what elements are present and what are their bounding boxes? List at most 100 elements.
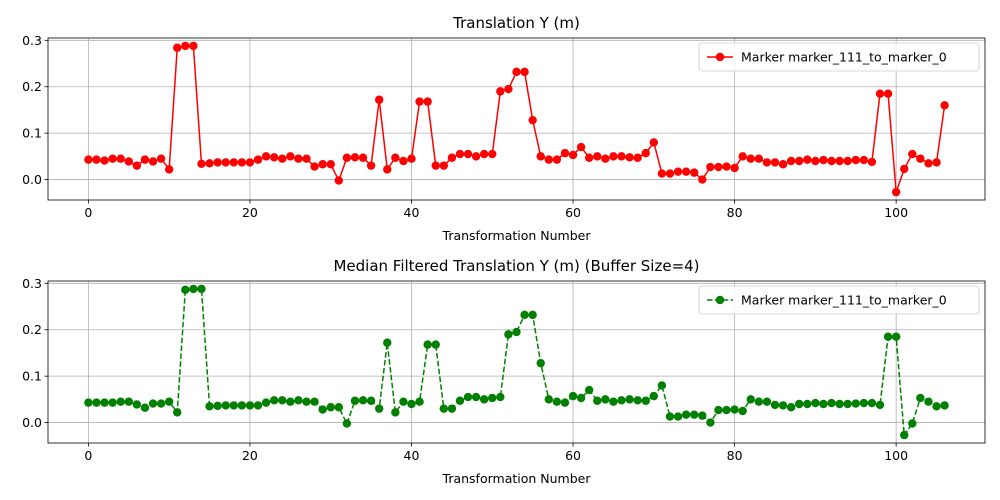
data-point — [383, 338, 392, 347]
legend-label: Marker marker_111_to_marker_0 — [741, 293, 947, 308]
data-point — [625, 395, 634, 404]
data-point — [407, 399, 416, 409]
data-point — [641, 148, 650, 158]
data-point — [140, 155, 150, 164]
data-point — [746, 154, 755, 163]
data-point — [302, 154, 311, 163]
data-point — [366, 396, 376, 405]
data-point — [544, 155, 554, 164]
data-point — [819, 399, 828, 409]
data-point — [851, 399, 860, 408]
data-point — [875, 400, 885, 410]
data-point — [738, 406, 747, 416]
data-point — [197, 284, 206, 294]
data-point — [851, 155, 860, 165]
data-point — [584, 153, 594, 162]
data-point — [536, 152, 545, 161]
data-point — [657, 169, 667, 178]
data-point — [342, 419, 352, 428]
data-point — [552, 155, 562, 164]
data-point — [181, 285, 190, 295]
data-point — [423, 97, 432, 106]
data-point — [173, 43, 182, 52]
data-point — [770, 158, 780, 167]
legend-label: Marker marker_111_to_marker_0 — [741, 50, 947, 65]
data-point — [278, 154, 287, 163]
data-point — [722, 405, 731, 415]
data-point — [584, 385, 594, 395]
data-point — [100, 398, 109, 407]
data-point — [795, 399, 804, 409]
data-point — [318, 160, 327, 169]
legend: Marker marker_111_to_marker_0 — [698, 285, 980, 315]
data-point — [124, 157, 133, 166]
x-tick-label: 60 — [565, 448, 581, 463]
x-tick-label: 100 — [884, 448, 908, 463]
data-point — [681, 167, 691, 176]
data-point — [463, 392, 473, 402]
data-point — [617, 396, 626, 405]
x-tick-label: 60 — [565, 205, 581, 220]
data-point — [827, 156, 836, 166]
data-point — [366, 161, 376, 170]
data-point — [164, 165, 174, 174]
data-point — [835, 399, 844, 409]
data-point — [786, 156, 796, 166]
data-point — [447, 153, 457, 162]
data-point — [593, 152, 602, 161]
data-point — [681, 410, 691, 419]
data-point — [520, 67, 529, 77]
data-point — [811, 398, 820, 408]
data-point — [334, 176, 343, 185]
data-point — [100, 156, 109, 165]
data-point — [148, 157, 158, 166]
data-point — [940, 101, 949, 110]
chart-title: Translation Y (m) — [452, 14, 580, 32]
x-tick-label: 100 — [884, 205, 908, 220]
data-point — [479, 395, 489, 404]
data-point — [471, 392, 481, 402]
data-point — [245, 158, 255, 167]
data-point — [633, 396, 642, 405]
data-point — [690, 168, 699, 177]
data-point — [342, 153, 352, 162]
data-point — [391, 153, 400, 162]
data-point — [156, 154, 166, 163]
data-point — [221, 158, 230, 167]
y-tick-label: 0.3 — [22, 33, 42, 48]
data-point — [932, 158, 941, 167]
data-point — [350, 153, 360, 162]
x-tick-label: 40 — [404, 448, 420, 463]
data-point — [673, 412, 683, 421]
data-point — [245, 401, 255, 410]
y-tick-label: 0.2 — [22, 79, 42, 94]
y-tick-label: 0.1 — [22, 369, 42, 384]
x-tick-label: 0 — [84, 205, 92, 220]
data-point — [116, 397, 125, 406]
data-point — [698, 411, 707, 420]
data-point — [576, 142, 586, 152]
data-point — [84, 398, 93, 407]
x-axis-label: Transformation Number — [442, 471, 592, 486]
data-point — [512, 327, 521, 337]
data-point — [310, 397, 319, 406]
data-point — [916, 154, 925, 163]
x-tick-label: 0 — [84, 448, 92, 463]
data-point — [924, 159, 933, 168]
data-point — [714, 162, 723, 172]
data-point — [148, 399, 158, 408]
data-point — [205, 402, 214, 411]
data-point — [415, 397, 424, 406]
data-point — [875, 89, 885, 98]
data-point — [504, 84, 513, 94]
data-point — [924, 397, 933, 406]
data-point — [237, 401, 247, 410]
legend-box — [698, 285, 980, 315]
data-point — [108, 398, 117, 407]
legend-swatch-marker — [715, 295, 725, 305]
data-point — [221, 401, 230, 410]
data-point — [601, 395, 610, 404]
data-point — [358, 396, 368, 405]
data-point — [528, 115, 537, 125]
